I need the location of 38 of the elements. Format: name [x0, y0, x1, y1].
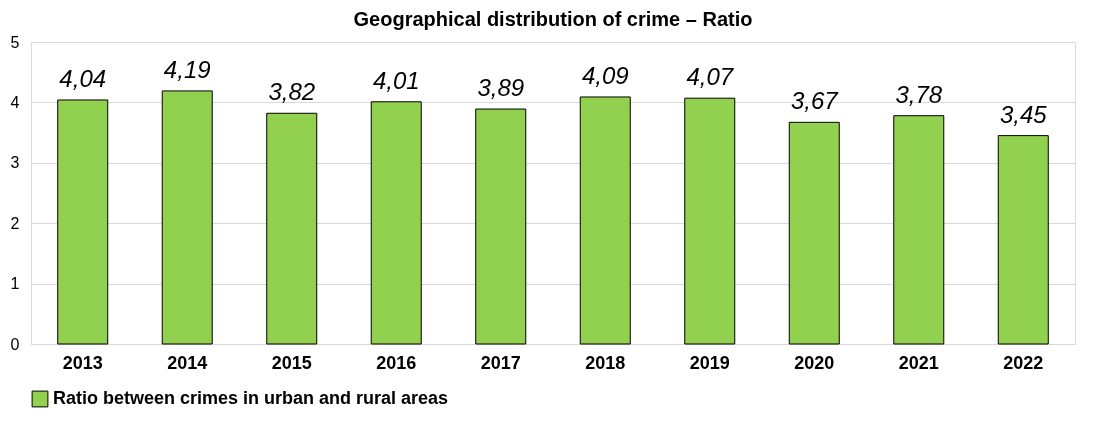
x-tick-label: 2017 — [480, 352, 521, 373]
bar — [370, 101, 422, 345]
bar — [475, 108, 527, 345]
bar — [266, 112, 318, 345]
data-label: 3,82 — [268, 78, 316, 106]
data-label: 3,89 — [477, 74, 525, 102]
data-label: 3,67 — [790, 87, 840, 115]
x-tick-label: 2015 — [271, 352, 312, 373]
data-label: 4,07 — [686, 63, 735, 91]
x-tick-label: 2013 — [62, 352, 103, 373]
y-tick-label: 5 — [10, 33, 20, 51]
x-tick-label: 2014 — [167, 352, 208, 373]
x-tick-label: 2021 — [898, 352, 939, 373]
y-tick-label: 1 — [10, 275, 20, 293]
x-tick-label: 2016 — [376, 352, 417, 373]
x-tick-label: 2020 — [794, 352, 835, 373]
bar — [997, 135, 1049, 345]
x-tick-label: 2022 — [1003, 352, 1044, 373]
bar — [893, 115, 945, 345]
y-tick-label: 0 — [10, 335, 20, 353]
legend-label: Ratio between crimes in urban and rural areas — [53, 388, 449, 408]
data-label: 4,04 — [59, 64, 107, 92]
x-tick-label: 2019 — [689, 352, 730, 373]
y-tick-label: 4 — [10, 93, 20, 111]
bar — [788, 121, 840, 345]
bar — [57, 99, 109, 345]
bar — [579, 96, 631, 345]
x-tick-label: 2018 — [585, 352, 626, 373]
bar — [684, 97, 736, 345]
data-label: 3,45 — [999, 100, 1048, 128]
y-tick-label: 2 — [10, 214, 20, 232]
chart-title: Geographical distribution of crime – Ratio — [353, 8, 753, 30]
data-label: 4,09 — [581, 61, 629, 89]
data-label: 3,78 — [895, 80, 943, 108]
y-tick-label: 3 — [10, 154, 20, 172]
bar — [161, 90, 213, 345]
data-label: 4,01 — [372, 66, 420, 94]
data-label: 4,19 — [163, 55, 211, 83]
